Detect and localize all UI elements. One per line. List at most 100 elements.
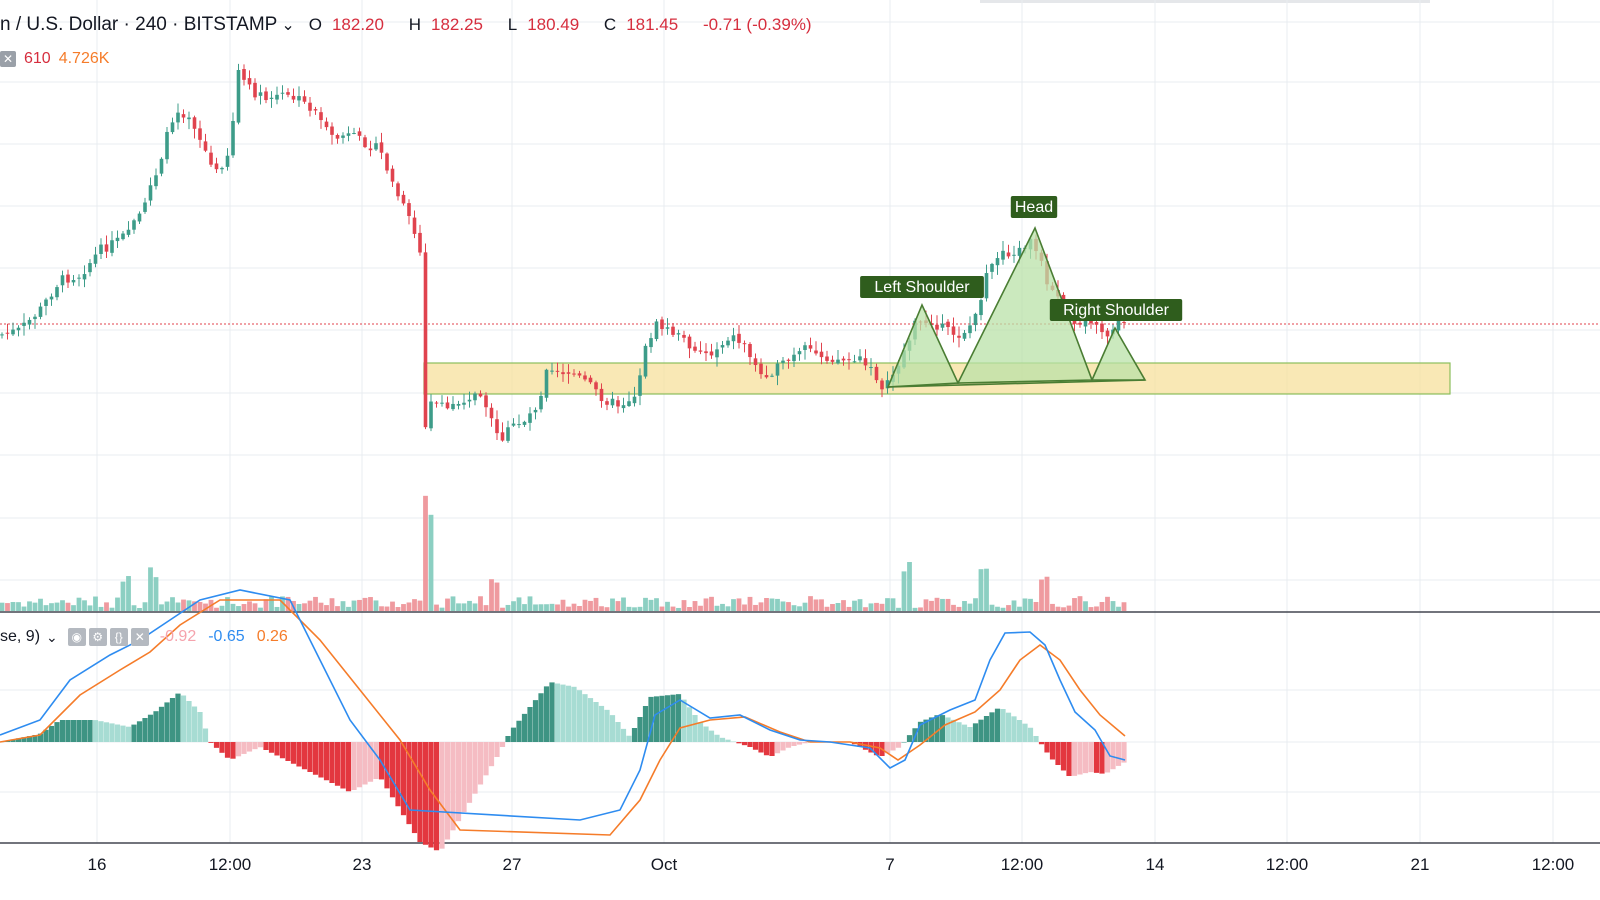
macd-hist-bar	[1022, 723, 1028, 742]
volume-bar	[813, 599, 819, 611]
candle	[324, 121, 329, 128]
chevron-down-icon[interactable]: ⌄	[46, 628, 58, 645]
volume-bar	[769, 598, 775, 611]
volume-bar	[335, 606, 340, 611]
candle	[621, 405, 626, 409]
close-icon[interactable]: ✕	[130, 628, 149, 646]
volume-bar	[549, 603, 555, 611]
candle	[1006, 252, 1011, 257]
volume-bar	[989, 604, 995, 611]
volume-bar	[467, 600, 472, 611]
macd-hist-bar	[664, 695, 671, 742]
macd-hist-bar	[400, 742, 407, 816]
close-icon[interactable]: ✕	[0, 51, 16, 67]
volume-bar	[901, 571, 907, 611]
candle	[412, 217, 417, 234]
candle	[1083, 319, 1088, 327]
volume-bar	[1088, 607, 1094, 611]
gear-icon[interactable]: ⚙	[88, 628, 107, 646]
code-icon[interactable]: {}	[109, 628, 128, 646]
candle	[968, 325, 972, 334]
macd-params[interactable]: se, 9)	[0, 628, 41, 645]
candle	[572, 373, 576, 375]
volume-bar	[214, 607, 219, 611]
volume-bar	[940, 598, 945, 611]
candle	[550, 370, 554, 372]
volume-bar	[1061, 607, 1066, 611]
macd-hist-bar	[587, 698, 594, 742]
candle	[242, 69, 246, 80]
macd-hist-bar	[356, 742, 363, 788]
candle	[396, 183, 400, 197]
volume-bar	[967, 603, 973, 611]
candle	[154, 175, 158, 187]
volume-bar	[962, 601, 967, 611]
macd-hist-bar	[543, 686, 550, 742]
candle	[841, 358, 846, 361]
volume-bar	[296, 603, 302, 611]
candle	[225, 155, 230, 167]
volume-bar	[1105, 596, 1110, 611]
macd-hist-bar	[87, 720, 93, 742]
macd-hist-bar	[576, 690, 583, 742]
volume-bar	[703, 598, 709, 611]
symbol-title[interactable]: n / U.S. Dollar · 240 · BITSTAMP	[0, 14, 278, 35]
volume-bar	[318, 602, 324, 611]
macd-hist-bar	[659, 695, 665, 742]
candle	[11, 329, 15, 335]
volume-bar	[126, 576, 131, 611]
volume-bar	[104, 602, 109, 611]
macd-hist-bar	[296, 742, 302, 767]
macd-hist-bar	[769, 742, 775, 756]
volume-bar	[252, 603, 258, 611]
candle	[528, 413, 532, 423]
macd-hist-bar	[1027, 727, 1034, 742]
volume-bar	[137, 607, 142, 611]
macd-hist-bar	[1115, 742, 1122, 766]
volume-bar	[351, 600, 357, 611]
candle	[341, 135, 345, 138]
candle	[297, 96, 301, 101]
candle	[836, 359, 840, 364]
volume-bar	[1094, 606, 1099, 611]
candle	[38, 306, 43, 317]
volume-bar	[632, 607, 637, 611]
macd-hist-bar	[1093, 742, 1100, 773]
volume-bar	[1039, 579, 1044, 611]
eye-icon[interactable]: ◉	[67, 628, 86, 646]
candle	[742, 343, 747, 345]
signal-line	[0, 599, 1126, 836]
volume-bar	[885, 598, 890, 611]
x-axis-label: 12:00	[1001, 855, 1044, 874]
volume-bar	[676, 607, 681, 611]
candle	[577, 373, 582, 376]
x-axis-label: 12:00	[1532, 855, 1575, 874]
macd-hist-bar	[26, 736, 33, 742]
candle	[467, 399, 472, 402]
macd-hist-bar	[389, 742, 396, 798]
candle	[951, 326, 956, 335]
volume-bar	[445, 598, 450, 611]
volume-bar	[10, 602, 16, 611]
macd-hist-bar	[279, 742, 286, 759]
macd-hist-bar	[312, 742, 319, 775]
macd-hist-bar	[109, 723, 115, 742]
x-axis-label: 21	[1411, 855, 1430, 874]
volume-bar	[621, 597, 626, 611]
chevron-down-icon[interactable]: ⌄	[281, 17, 295, 34]
candle	[269, 97, 274, 99]
volume-bar	[604, 607, 610, 611]
candle	[973, 313, 978, 326]
volume-bar	[698, 605, 703, 611]
open-value: 182.20	[331, 15, 384, 34]
candle	[181, 114, 186, 118]
macd-hist-bar	[444, 742, 451, 840]
macd-hist-bar	[120, 725, 126, 742]
candle	[506, 427, 510, 441]
volume-bar	[780, 601, 786, 611]
macd-hist-bar	[604, 709, 610, 742]
volume-bar	[857, 599, 863, 611]
candle	[44, 299, 48, 306]
candle	[1078, 322, 1082, 325]
